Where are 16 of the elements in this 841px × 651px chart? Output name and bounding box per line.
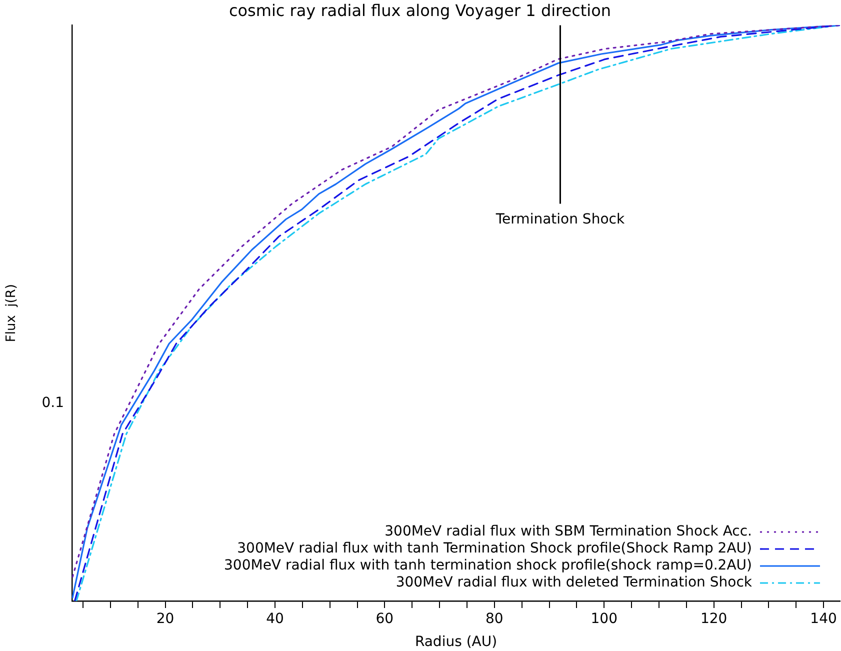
x-tick-label: 60: [376, 611, 394, 628]
legend-label: 300MeV radial flux with SBM Termination Shock Acc.: [384, 524, 752, 540]
x-tick-label: 100: [590, 611, 618, 628]
x-axis-title: Radius (AU): [414, 634, 498, 650]
x-tick-label: 20: [156, 611, 174, 628]
x-tick-label: 120: [700, 611, 728, 628]
chart-title: cosmic ray radial flux along Voyager 1 direction: [228, 0, 612, 20]
x-tick-label: 40: [266, 611, 284, 628]
ref-line-label: Termination Shock: [494, 211, 626, 228]
x-tick-label: 80: [485, 611, 504, 628]
x-tick-label: 140: [810, 611, 837, 628]
legend-label: 300MeV radial flux with tanh Termination Shock profile(Shock Ramp 2AU): [237, 540, 752, 557]
legend-label: 300MeV radial flux with deleted Termination Shock: [396, 574, 753, 591]
y-axis-title: Flux j(R): [4, 284, 20, 342]
legend-label: 300MeV radial flux with tanh termination shock profile(shock ramp=0.2AU): [224, 558, 752, 574]
text: 0.1: [42, 395, 64, 412]
